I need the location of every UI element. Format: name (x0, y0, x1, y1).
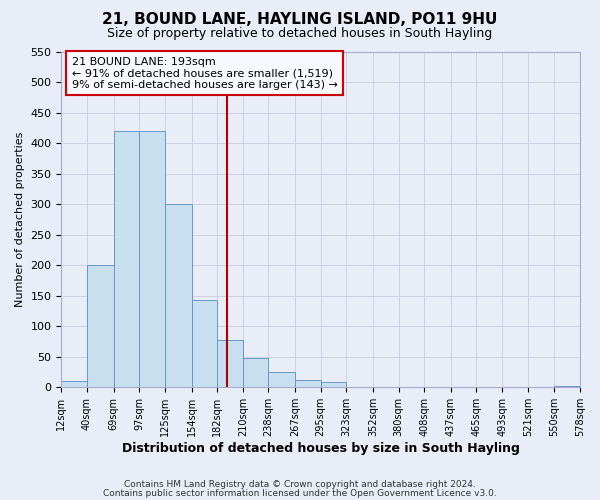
Bar (191, 300, 217, 388)
Bar (295, 380, 321, 388)
Text: Contains public sector information licensed under the Open Government Licence v3: Contains public sector information licen… (103, 489, 497, 498)
Bar (321, 382, 346, 388)
Bar (243, 358, 268, 388)
Bar (113, 131, 139, 388)
Bar (87, 265, 113, 388)
X-axis label: Distribution of detached houses by size in South Hayling: Distribution of detached houses by size … (122, 442, 520, 455)
Text: Contains HM Land Registry data © Crown copyright and database right 2024.: Contains HM Land Registry data © Crown c… (124, 480, 476, 489)
Bar (217, 340, 243, 388)
Bar (554, 386, 580, 388)
Bar (61, 381, 87, 388)
Y-axis label: Number of detached properties: Number of detached properties (15, 132, 25, 307)
Bar (268, 372, 295, 388)
Bar (165, 204, 191, 388)
Text: 21 BOUND LANE: 193sqm
← 91% of detached houses are smaller (1,519)
9% of semi-de: 21 BOUND LANE: 193sqm ← 91% of detached … (72, 56, 338, 90)
Bar (139, 131, 165, 388)
Text: Size of property relative to detached houses in South Hayling: Size of property relative to detached ho… (107, 28, 493, 40)
Text: 21, BOUND LANE, HAYLING ISLAND, PO11 9HU: 21, BOUND LANE, HAYLING ISLAND, PO11 9HU (103, 12, 497, 28)
